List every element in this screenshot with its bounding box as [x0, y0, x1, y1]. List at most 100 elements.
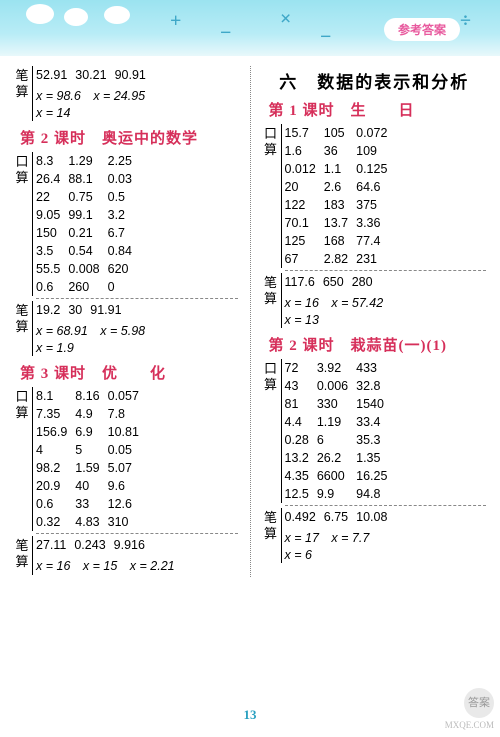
table-cell: 35.3: [356, 431, 395, 449]
l2-bisuan-table: 19.2 30 91.91 x = 68.91 x = 5.98 x = 1.9: [36, 301, 145, 356]
table-cell: 0.072: [356, 124, 395, 142]
right-column: 六 数据的表示和分析 第 1 课时 生 日 口算 15.71050.0721.6…: [263, 66, 487, 577]
table-cell: 0.54: [68, 242, 107, 260]
kousuan-label: 口算: [14, 152, 30, 296]
table-cell: 88.1: [68, 170, 107, 188]
table-cell: 125: [285, 232, 324, 250]
table-cell: 0.28: [285, 431, 317, 449]
table-cell: 8.3: [36, 152, 68, 170]
table-cell: 330: [317, 395, 356, 413]
table-cell: 8.16: [75, 387, 107, 405]
table-cell: 0.008: [68, 260, 107, 278]
bisuan-label: 笔算: [14, 301, 30, 356]
bisuan-label: 笔算: [263, 273, 279, 328]
page-content: 笔算 52.91 30.21 90.91 x = 98.6 x = 24.95 …: [0, 56, 500, 577]
table-cell: 105: [324, 124, 356, 142]
table-cell: 33.4: [356, 413, 395, 431]
table-cell: 3.36: [356, 214, 395, 232]
table-cell: 375: [356, 196, 395, 214]
table-cell: 2.25: [108, 152, 140, 170]
table-cell: 0.057: [108, 387, 147, 405]
table-cell: 72: [285, 359, 317, 377]
table-cell: 7.8: [108, 405, 147, 423]
l3-bisuan-block: 笔算 27.11 0.243 9.916 x = 16 x = 15 x = 2…: [14, 536, 238, 575]
table-cell: 20: [285, 178, 324, 196]
table-cell: 0.05: [108, 441, 147, 459]
equation-line: x = 6: [285, 547, 396, 563]
equation-line: x = 16 x = 15 x = 2.21: [36, 554, 175, 575]
l2-kousuan-block: 口算 8.31.292.2526.488.10.03220.750.59.059…: [14, 152, 238, 296]
table-cell: 5: [75, 441, 107, 459]
l2-kousuan-table: 8.31.292.2526.488.10.03220.750.59.0599.1…: [36, 152, 140, 296]
table-cell: 6600: [317, 467, 356, 485]
table-cell: 260: [68, 278, 107, 296]
table-cell: 2.6: [324, 178, 356, 196]
table-cell: 3.92: [317, 359, 356, 377]
table-cell: 1.19: [317, 413, 356, 431]
table-cell: 109: [356, 142, 395, 160]
page-header: + − × − ÷ 参考答案: [0, 0, 500, 56]
l3-kousuan-block: 口算 8.18.160.0577.354.97.8156.96.910.8145…: [14, 387, 238, 531]
kousuan-label: 口算: [14, 387, 30, 531]
watermark-circle: 答案: [464, 688, 494, 718]
table-cell: 0.5: [108, 188, 140, 206]
table-cell: 1.29: [68, 152, 107, 170]
table-cell: 12.6: [108, 495, 147, 513]
table-cell: 13.2: [285, 449, 317, 467]
table-cell: 5.07: [108, 459, 147, 477]
table-cell: 183: [324, 196, 356, 214]
table-cell: 99.1: [68, 206, 107, 224]
table-cell: 1.6: [285, 142, 324, 160]
table-cell: 0.125: [356, 160, 395, 178]
table-cell: 433: [356, 359, 395, 377]
r2-kousuan-block: 口算 723.92433430.00632.88133015404.41.193…: [263, 359, 487, 503]
table-cell: 1.35: [356, 449, 395, 467]
top-bisuan-table: 52.91 30.21 90.91 x = 98.6 x = 24.95 x =…: [36, 66, 154, 121]
table-cell: 6: [317, 431, 356, 449]
table-cell: 0: [108, 278, 140, 296]
table-cell: 9.9: [317, 485, 356, 503]
table-cell: 0.6: [36, 495, 75, 513]
table-cell: 67: [285, 250, 324, 268]
table-cell: 0.84: [108, 242, 140, 260]
answer-key-badge: 参考答案: [384, 18, 460, 41]
equation-line: x = 14: [36, 105, 154, 121]
table-cell: 22: [36, 188, 68, 206]
table-cell: 4.9: [75, 405, 107, 423]
table-cell: 94.8: [356, 485, 395, 503]
table-cell: 0.21: [68, 224, 107, 242]
table-cell: 32.8: [356, 377, 395, 395]
unit-heading: 六 数据的表示和分析: [263, 68, 487, 93]
r2-bisuan-block: 笔算 0.492 6.75 10.08 x = 17 x = 7.7 x = 6: [263, 508, 487, 563]
table-cell: 26.2: [317, 449, 356, 467]
kousuan-label: 口算: [263, 359, 279, 503]
table-cell: 0.03: [108, 170, 140, 188]
table-cell: 150: [36, 224, 68, 242]
r1-kousuan-table: 15.71050.0721.6361090.0121.10.125202.664…: [285, 124, 396, 268]
left-column: 笔算 52.91 30.21 90.91 x = 98.6 x = 24.95 …: [14, 66, 238, 577]
table-cell: 20.9: [36, 477, 75, 495]
table-cell: 168: [324, 232, 356, 250]
table-cell: 3.5: [36, 242, 68, 260]
table-cell: 1540: [356, 395, 395, 413]
table-cell: 7.35: [36, 405, 75, 423]
equation-line: x = 1.9: [36, 340, 145, 356]
table-cell: 0.32: [36, 513, 75, 531]
table-cell: 9.6: [108, 477, 147, 495]
r1-bisuan-table: 117.6 650 280 x = 16 x = 57.42 x = 13: [285, 273, 384, 328]
table-cell: 98.2: [36, 459, 75, 477]
r1-kousuan-block: 口算 15.71050.0721.6361090.0121.10.125202.…: [263, 124, 487, 268]
bisuan-label: 笔算: [14, 66, 30, 121]
table-cell: 36: [324, 142, 356, 160]
lesson-heading: 第 1 课时 生 日: [269, 99, 487, 120]
column-divider: [250, 66, 251, 577]
equation-line: x = 17 x = 7.7: [285, 526, 396, 547]
equation-line: x = 68.91 x = 5.98: [36, 319, 145, 340]
equation-line: x = 16 x = 57.42: [285, 291, 384, 312]
lesson-heading: 第 2 课时 栽蒜苗(一)(1): [269, 334, 487, 355]
table-cell: 9.05: [36, 206, 68, 224]
table-cell: 1.1: [324, 160, 356, 178]
table-cell: 3.2: [108, 206, 140, 224]
l3-kousuan-table: 8.18.160.0577.354.97.8156.96.910.81450.0…: [36, 387, 147, 531]
table-cell: 0.75: [68, 188, 107, 206]
